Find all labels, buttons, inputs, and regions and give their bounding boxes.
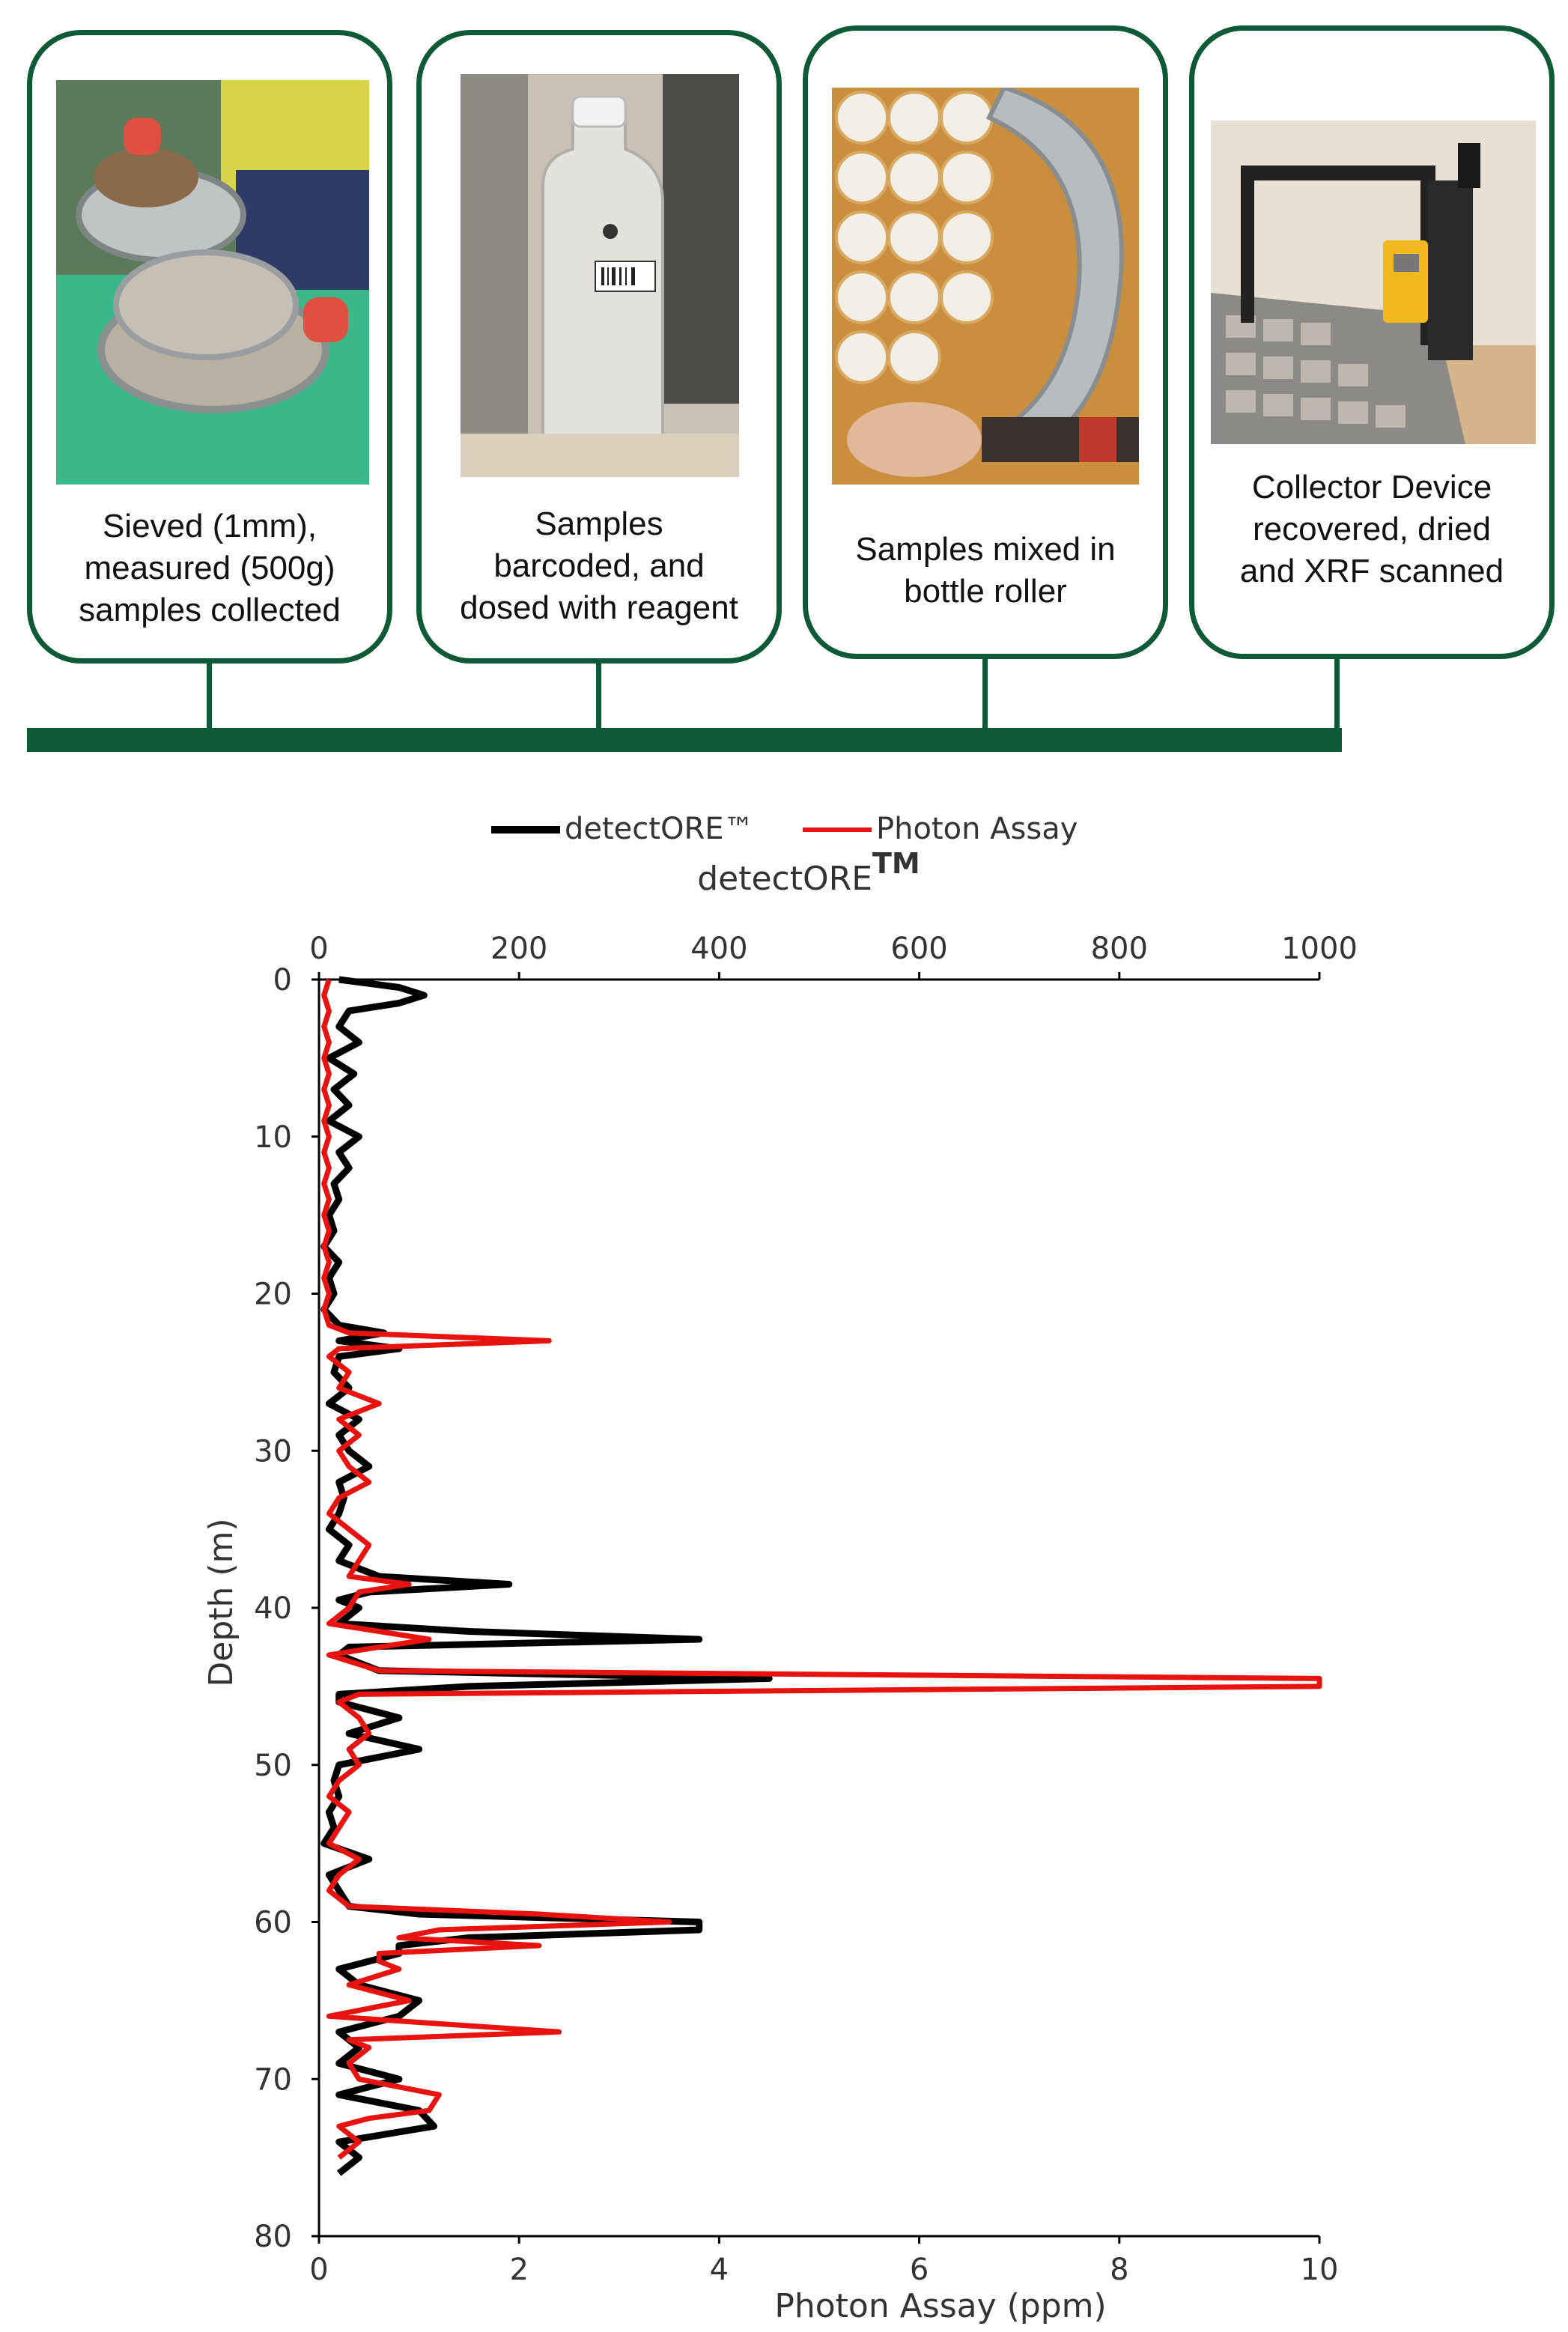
top-tick-label: 200 [490,932,547,966]
connector-4 [1334,658,1340,731]
xrf-scanner-photo-icon [1211,121,1536,444]
bottom-tick-label: 8 [1110,2253,1128,2287]
top-tick-label: 600 [890,932,947,966]
barcoded-bottle-photo-icon [461,74,739,477]
y-tick-label: 40 [254,1591,292,1626]
step-card-4: Collector Device recovered, dried and XR… [1189,25,1555,659]
bottom-axis-label: Photon Assay (ppm) [774,2287,1106,2325]
top-tick-label: 800 [1091,932,1148,966]
y-tick-label: 50 [254,1749,292,1783]
step-caption-1: Sieved (1mm), measured (500g) samples co… [79,508,341,628]
top-tick-label: 400 [690,932,747,966]
series-photon-assay-line [321,978,1322,2160]
top-tick-label: 1000 [1281,932,1358,966]
y-tick-label: 20 [254,1278,292,1312]
sieving-photo-icon [56,80,369,485]
chart-legend: detectORE™ Photon Assay [491,812,1078,846]
step-card-1: Sieved (1mm), measured (500g) samples co… [27,30,392,664]
top-axis-label: detectORETM [697,847,920,898]
top-axis-label-superscript: TM [872,847,920,880]
step-card-2: Samples barcoded, and dosed with reagent [416,30,782,664]
bottom-tick-label: 2 [509,2253,528,2287]
legend-label-detectore: detectORE™ [565,812,754,846]
connector-1 [207,662,212,731]
y-axis-label: Depth (m) [202,1518,240,1686]
y-tick-label: 70 [254,2062,292,2097]
top-axis-ticks: 0 200 400 600 800 1000 [309,932,1358,980]
y-tick-label: 10 [254,1120,292,1155]
bottom-tick-label: 10 [1301,2253,1339,2287]
step-caption-3: Samples mixed in bottle roller [855,531,1116,610]
connector-3 [982,658,988,731]
timeline-bar [27,728,1342,752]
bottom-tick-label: 4 [710,2253,729,2287]
bottom-tick-label: 6 [910,2253,929,2287]
y-tick-label: 60 [254,1906,292,1940]
step-caption-2: Samples barcoded, and dosed with reagent [460,505,738,626]
legend-label-photon-assay: Photon Assay [876,812,1078,846]
connector-2 [596,662,601,731]
y-tick-label: 80 [254,2220,292,2254]
y-tick-label: 0 [273,963,292,998]
bottom-axis-ticks: 0 2 4 6 8 10 [309,2236,1338,2287]
step-card-3: Samples mixed in bottle roller [803,25,1168,659]
bottle-roller-photo-icon [832,88,1139,485]
bottom-tick-label: 0 [309,2253,328,2287]
step-caption-4: Collector Device recovered, dried and XR… [1239,469,1504,589]
top-tick-label: 0 [309,932,328,966]
y-axis-ticks: 0 10 20 30 40 50 60 70 80 [254,963,319,2254]
depth-profile-chart: detectORE™ Photon Assay detectORETM 0 200… [202,812,1358,2325]
y-tick-label: 30 [254,1434,292,1469]
